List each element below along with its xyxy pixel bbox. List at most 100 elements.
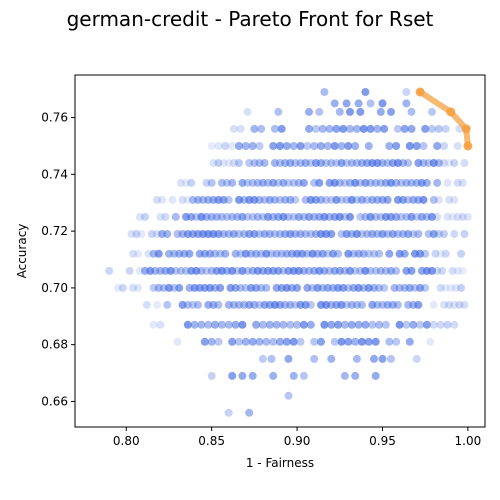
data-point [270,159,279,167]
data-point [433,178,442,187]
data-point [305,124,313,133]
data-point [370,249,378,258]
data-point [346,266,354,275]
data-point [168,195,177,204]
plot-frame [74,74,486,428]
data-point [248,212,257,221]
data-point [147,230,156,238]
data-point [158,195,167,204]
data-point [387,178,395,187]
data-point [258,178,267,187]
data-point [453,178,462,187]
data-point [183,195,192,204]
data-point [332,195,341,204]
data-point [364,283,373,292]
y-tick-label: 0.76 [41,111,68,125]
data-point [207,371,216,380]
data-point [402,178,411,187]
data-point [450,159,459,167]
data-point [431,249,440,258]
data-point [315,178,324,187]
data-point [375,320,384,329]
data-point [330,337,339,346]
x-tick-label: 0.95 [369,434,396,448]
data-point [381,320,390,329]
data-point [142,300,151,309]
data-point [436,283,445,292]
data-point [258,354,267,363]
data-point [397,212,406,221]
data-point [269,142,278,150]
data-point [409,230,418,238]
data-point [393,230,402,238]
data-point [458,266,467,275]
data-point [361,88,370,96]
data-point [368,300,377,309]
data-point [428,124,436,133]
data-point [407,266,416,275]
data-point [212,212,221,221]
data-point [171,266,180,275]
data-point [378,99,387,108]
data-point [450,320,459,329]
data-point [267,354,276,363]
data-point [440,159,448,167]
data-point [250,159,259,167]
data-point [185,249,194,258]
data-point [327,354,336,363]
data-point [156,320,165,329]
data-point [370,283,378,292]
data-point [433,212,442,221]
data-point [334,249,343,258]
data-point [366,178,375,187]
data-point [417,212,426,221]
data-point [250,195,259,204]
data-point [187,178,196,187]
data-point [351,142,360,150]
data-point [340,371,349,380]
data-point [453,212,462,221]
data-point [293,320,302,329]
data-point [455,300,464,309]
data-point [284,354,293,363]
data-point [317,337,325,346]
data-point [412,354,421,363]
data-point [224,300,233,309]
data-point [346,107,354,116]
data-point [453,266,462,275]
data-point [274,266,283,275]
data-point [441,249,450,258]
data-point [390,283,399,292]
data-point [306,320,315,329]
data-point [361,178,370,187]
data-point [238,371,247,380]
data-point [414,230,423,238]
data-point [358,230,366,238]
data-point [393,300,402,309]
data-point [429,195,438,204]
data-point [361,320,370,329]
data-point [265,230,274,238]
data-point [399,159,407,167]
data-point [429,320,438,329]
data-point [370,354,378,363]
data-point [257,283,266,292]
data-point [421,249,430,258]
data-point [352,300,361,309]
data-point [414,300,423,309]
data-point [358,300,366,309]
data-point [269,178,278,187]
data-point [337,195,346,204]
data-point [436,249,445,258]
data-point [400,249,409,258]
data-point [445,195,454,204]
data-point [231,320,240,329]
data-point [217,320,226,329]
data-point [337,300,346,309]
data-point [229,230,238,238]
data-point [354,99,363,108]
data-point [426,337,435,346]
data-point [405,142,414,150]
data-point [429,230,438,238]
